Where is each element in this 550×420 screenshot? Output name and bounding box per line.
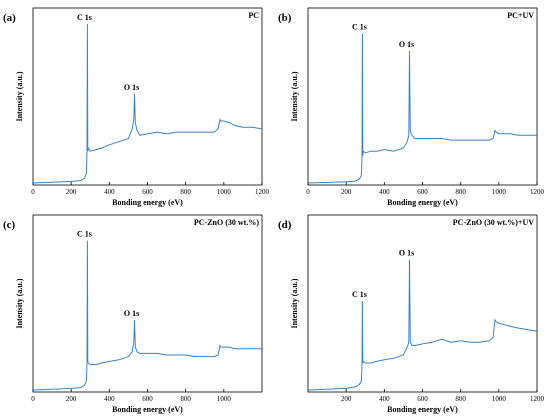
panel-label: (c) [3,219,16,231]
x-tick-label: 400 [104,188,115,196]
panel-label: (a) [3,12,16,24]
x-axis-label: Bonding energy (eV) [112,198,183,207]
x-tick-label: 600 [142,188,153,196]
legend-label: PC-ZnO (30 wt.%)+UV [453,218,534,227]
x-tick-label: 200 [341,188,352,196]
x-tick-label: 800 [180,395,191,403]
x-tick-label: 0 [31,395,35,403]
panel-a: 0 200 400 600 800 1000 1200 Bonding energy (eV)… [0,0,275,207]
legend-label: PC-ZnO (30 wt.%) [194,218,259,227]
legend-label: PC [248,11,259,20]
spectrum-line [307,33,537,184]
spectrum-line [32,240,262,391]
y-axis-label: Intensity (a.u.) [15,71,24,121]
panel-c: 0 200 400 600 800 1000 Bonding energy (eV) Inte… [0,207,275,415]
x-tick-label: 800 [455,395,466,403]
panel-label: (d) [278,219,292,231]
y-axis-label: Intensity (a.u.) [290,278,299,328]
spectrum-line [307,259,538,391]
peak-label: O 1s [399,249,414,258]
y-axis-label: Intensity (a.u.) [15,278,24,328]
peak-label: C 1s [352,23,367,32]
x-tick-label: 1000 [492,188,507,196]
x-tick-label: 1200 [255,188,270,196]
x-tick-label: 800 [455,188,466,196]
xps-chart-c: 0 200 400 600 800 1000 Bonding energy (eV) Inte… [3,214,263,414]
legend-label: PC+UV [507,11,534,20]
peak-label: C 1s [77,13,92,22]
x-axis-label: Bonding energy (eV) [387,198,458,207]
peak-label: O 1s [124,309,139,318]
x-tick-label: 400 [379,188,390,196]
x-tick-label: 400 [104,395,115,403]
x-tick-label: 200 [341,395,352,403]
x-tick-label: 1200 [530,188,545,196]
plot-frame [307,214,538,393]
plot-frame [32,214,263,393]
x-tick-label: 0 [306,188,310,196]
x-tick-label: 600 [142,395,153,403]
x-tick-label: 1200 [530,395,545,403]
y-axis-label: Intensity (a.u.) [290,71,299,121]
x-tick-label: 1000 [492,395,507,403]
xps-chart-b: 0 200 400 600 800 1000 1200 Bonding energy (eV)… [278,7,545,207]
panel-label: (b) [278,12,292,24]
x-tick-label: 0 [31,188,35,196]
x-tick-label: 600 [417,395,428,403]
peak-label: C 1s [352,290,367,299]
peak-label: C 1s [77,230,92,239]
x-axis-label: Bonding energy (eV) [112,405,183,414]
x-tick-label: 200 [66,395,77,403]
x-tick-label: 600 [417,188,428,196]
spectrum-line [32,23,263,184]
x-tick-label: 800 [180,188,191,196]
plot-frame [307,7,538,186]
x-tick-label: 1000 [217,395,232,403]
plot-frame [32,7,263,186]
panel-b: 0 200 400 600 800 1000 1200 Bonding energy (eV)… [275,0,550,207]
x-tick-label: 1000 [217,188,232,196]
x-tick-label: 200 [66,188,77,196]
xps-chart-d: 200 400 600 800 1000 1200 Bonding energy (eV) I… [278,214,545,414]
x-axis-label: Bonding energy (eV) [387,405,458,414]
peak-label: O 1s [124,83,139,92]
xps-chart-a: 0 200 400 600 800 1000 1200 Bonding energy (eV)… [3,7,270,207]
peak-label: O 1s [399,40,414,49]
x-tick-label: 400 [379,395,390,403]
panel-d: 200 400 600 800 1000 1200 Bonding energy (eV) I… [275,207,550,415]
